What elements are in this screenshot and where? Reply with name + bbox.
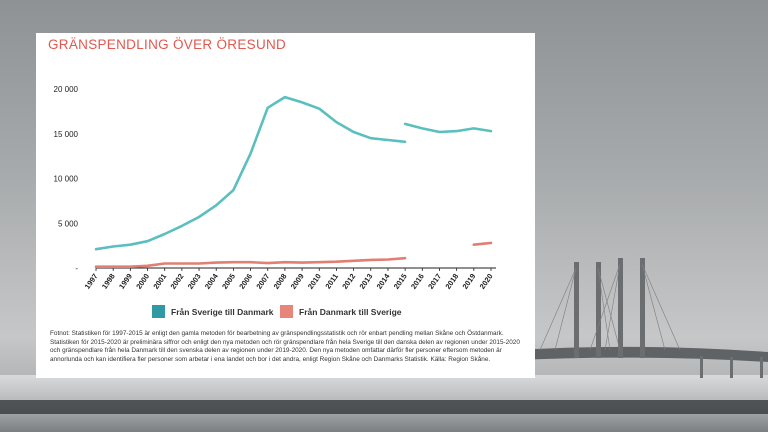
legend-label-sverige-danmark: Från Sverige till Danmark — [171, 306, 274, 317]
x-tick-label: 2020 — [478, 272, 495, 291]
x-tick-label: 2001 — [151, 272, 168, 291]
x-tick-label: 2019 — [461, 272, 478, 291]
y-tick-label: 15 000 — [54, 130, 79, 139]
x-tick-label: 2005 — [220, 272, 237, 291]
x-axis-ticks: 1997 1998 1999 2000 2001 2002 2003 2004 2005 2006… — [83, 268, 495, 291]
x-tick-label: 2018 — [443, 272, 460, 291]
x-tick-label: 2014 — [375, 271, 392, 291]
x-tick-label: 1998 — [100, 272, 117, 291]
series-line-2-segment-2 — [472, 241, 493, 246]
y-axis-ticks: 20 000 15 000 10 000 5 000 - — [54, 85, 79, 273]
x-tick-label: 2017 — [426, 272, 443, 291]
legend-swatch-sverige-danmark — [152, 305, 165, 318]
legend-item-danmark-sverige: Från Danmark till Sverige — [280, 305, 402, 318]
x-tick-label: 2016 — [409, 272, 426, 291]
x-tick-label: 2011 — [323, 272, 340, 290]
x-tick-label: 2000 — [134, 272, 151, 291]
x-tick-label: 2012 — [340, 272, 357, 291]
x-tick-label: 2009 — [289, 272, 306, 291]
x-tick-label: 2008 — [272, 272, 289, 291]
x-tick-label: 1999 — [117, 272, 134, 291]
y-tick-label: 10 000 — [54, 175, 79, 184]
series-line-1-segment-2 — [403, 122, 493, 134]
y-tick-label: 5 000 — [58, 219, 79, 228]
chart-footnote: Fotnot: Statistiken för 1997-2015 är enl… — [50, 330, 520, 363]
x-tick-label: 1997 — [83, 272, 100, 291]
legend-swatch-danmark-sverige — [280, 305, 293, 318]
series-line-2-segment-1 — [94, 256, 407, 268]
legend-label-danmark-sverige: Från Danmark till Sverige — [299, 306, 402, 317]
x-tick-label: 2004 — [203, 271, 220, 291]
chart-legend: Från Sverige till Danmark Från Danmark t… — [36, 305, 535, 325]
chart-panel: GRÄNSPENDLING ÖVER ÖRESUND 20 000 15 000 1… — [36, 33, 535, 378]
x-tick-label: 2006 — [237, 272, 254, 291]
x-tick-label: 2010 — [306, 272, 323, 291]
x-tick-label: 2007 — [254, 272, 271, 291]
x-tick-label: 2002 — [169, 272, 186, 291]
chart-title: GRÄNSPENDLING ÖVER ÖRESUND — [48, 37, 287, 52]
x-tick-label: 2013 — [357, 272, 374, 291]
legend-item-sverige-danmark: Från Sverige till Danmark — [152, 305, 274, 318]
series-lines — [94, 95, 493, 268]
y-tick-label: - — [75, 264, 78, 273]
series-line-1-segment-1 — [94, 95, 407, 251]
y-tick-label: 20 000 — [54, 85, 79, 94]
x-tick-label: 2003 — [186, 272, 203, 291]
x-tick-label: 2015 — [392, 272, 409, 291]
